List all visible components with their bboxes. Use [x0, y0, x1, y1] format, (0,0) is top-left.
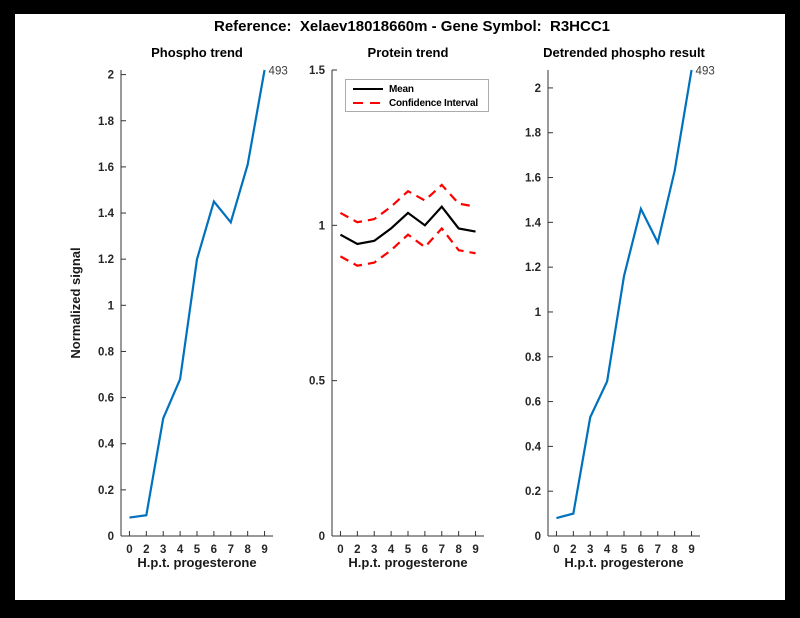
- x-tick-label: 2: [354, 544, 360, 556]
- y-tick-label: 1.4: [98, 208, 115, 220]
- x-axis-label-detrended: H.p.t. progesterone: [564, 555, 684, 570]
- x-tick-label: 0: [126, 544, 132, 556]
- x-tick-label: 6: [211, 544, 217, 556]
- y-tick-label: 1.6: [525, 173, 541, 185]
- y-tick-label: 1: [535, 307, 542, 319]
- series-confidence-interval-lower-: [339, 226, 476, 267]
- x-tick-label: 9: [688, 544, 694, 556]
- y-tick-label: 0.2: [525, 486, 541, 498]
- y-tick-label: 1.2: [98, 254, 114, 266]
- y-tick-label: 1.5: [309, 65, 326, 77]
- x-tick-label: 5: [405, 544, 412, 556]
- y-tick-label: 1.8: [525, 128, 542, 140]
- endpoint-annotation: 493: [696, 66, 715, 78]
- series-phospho-signal: [129, 69, 266, 519]
- x-tick-label: 9: [261, 544, 267, 556]
- y-tick-label: 0: [319, 531, 325, 543]
- figure-title: Reference: Xelaev18018660m - Gene Symbol…: [213, 18, 611, 35]
- y-tick-label: 0.8: [98, 346, 115, 358]
- y-tick-label: 1: [319, 220, 326, 232]
- x-tick-label: 4: [388, 544, 395, 556]
- y-tick-label: 1.8: [98, 116, 115, 128]
- y-tick-label: 0.4: [98, 439, 115, 451]
- x-tick-label: 4: [604, 544, 611, 556]
- y-tick-label: 0.6: [98, 393, 114, 405]
- legend-label-mean: Mean: [389, 83, 414, 95]
- x-axis-label-protein: H.p.t. progesterone: [348, 555, 468, 570]
- x-tick-label: 8: [455, 544, 462, 556]
- x-tick-label: 3: [587, 544, 593, 556]
- x-axis-label-phospho: H.p.t. progesterone: [137, 555, 257, 570]
- series-confidence-interval: [339, 183, 476, 224]
- x-tick-label: 7: [228, 544, 234, 556]
- y-tick-label: 1.4: [525, 217, 542, 229]
- x-tick-label: 9: [472, 544, 478, 556]
- subplot-protein-title: Protein trend: [367, 45, 449, 60]
- y-tick-label: 0.8: [525, 352, 542, 364]
- y-tick-label: 0.2: [98, 485, 114, 497]
- x-tick-label: 0: [337, 544, 343, 556]
- y-tick-label: 1.6: [98, 162, 114, 174]
- y-tick-label: 2: [108, 70, 114, 82]
- x-tick-label: 5: [621, 544, 628, 556]
- x-tick-label: 2: [143, 544, 149, 556]
- endpoint-annotation: 493: [269, 66, 288, 78]
- x-tick-label: 3: [160, 544, 166, 556]
- y-tick-label: 0.5: [309, 376, 326, 388]
- y-tick-label: 1.2: [525, 262, 541, 274]
- mean-line-sample: [353, 88, 383, 90]
- x-tick-label: 2: [570, 544, 576, 556]
- x-tick-label: 8: [671, 544, 678, 556]
- y-tick-label: 0.6: [525, 397, 541, 409]
- x-tick-label: 7: [655, 544, 661, 556]
- x-tick-label: 4: [177, 544, 184, 556]
- legend-entry-mean: Mean: [346, 82, 488, 96]
- x-tick-label: 7: [439, 544, 445, 556]
- x-tick-label: 6: [422, 544, 428, 556]
- x-tick-label: 3: [371, 544, 377, 556]
- protein-trend-plot: 00.511.50 2 3 4 5 6 7 8 9: [309, 65, 484, 556]
- legend-label-confidence-interval: Confidence Interval: [389, 97, 478, 109]
- series-mean: [339, 204, 476, 246]
- x-tick-label: 0: [553, 544, 559, 556]
- legend-box: Mean Confidence Interval: [345, 79, 489, 112]
- y-tick-label: 0: [535, 531, 541, 543]
- y-tick-label: 2: [535, 83, 541, 95]
- series-detrended-phospho-signal: [556, 69, 693, 520]
- x-tick-label: 6: [638, 544, 644, 556]
- subplot-detrended-title: Detrended phospho result: [543, 45, 705, 60]
- x-tick-label: 5: [194, 544, 201, 556]
- legend-entry-confidence-interval: Confidence Interval: [346, 96, 488, 110]
- y-tick-label: 0.4: [525, 441, 542, 453]
- confidence-interval-line-sample: [353, 102, 383, 104]
- y-tick-label: 0: [108, 531, 114, 543]
- y-tick-label: 1: [108, 300, 115, 312]
- subplot-phospho-title: Phospho trend: [151, 45, 243, 60]
- x-tick-label: 8: [244, 544, 251, 556]
